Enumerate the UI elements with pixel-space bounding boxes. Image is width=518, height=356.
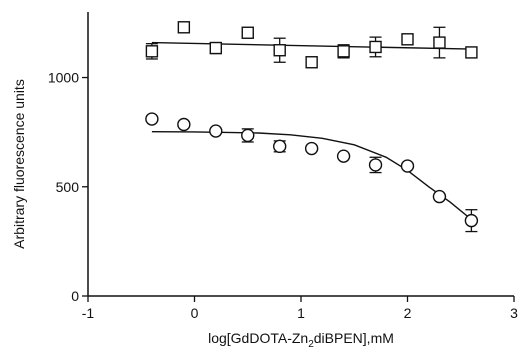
circle-marker [400,159,415,173]
circle-marker [368,158,383,172]
x-axis-title-subscript: 2 [308,339,314,350]
x-tick-label: 3 [510,305,518,321]
square-marker [273,44,286,57]
square-marker [177,21,191,34]
data-markers [145,21,479,228]
square-marker [433,36,446,49]
square-marker [241,26,254,39]
square-marker [145,45,159,58]
square-marker [401,33,414,46]
square-marker [465,46,478,59]
circle-marker [273,139,287,154]
circle-marker [432,189,447,204]
x-axis-title-rest: diBPEN],mM [314,330,394,346]
circle-marker [304,141,319,156]
square-marker [337,45,350,58]
x-tick-label: 0 [191,305,199,321]
fit-line-square [151,41,472,50]
x-tick-label: -1 [82,305,95,321]
square-marker [305,56,318,69]
circle-marker [241,128,255,143]
circle-marker [464,213,479,228]
square-marker [209,41,223,55]
x-ticks: -1 0 1 2 3 [82,296,518,321]
circle-marker [336,149,351,163]
x-tick-label: 2 [404,305,412,321]
y-tick-label: 1000 [48,70,79,86]
circle-marker [177,117,191,132]
x-tick-label: 1 [297,305,305,321]
y-axis-title: Arbitrary fluorescence units [11,79,27,249]
x-axis-title: log[GdDOTA-Zn2diBPEN],mM [208,330,394,350]
y-tick-label: 0 [71,288,79,304]
square-marker [369,40,382,54]
fit-lines [151,41,472,221]
x-axis-title-main: log[GdDOTA-Zn [208,330,308,346]
circle-marker [209,124,223,138]
y-ticks: 0 500 1000 [48,70,88,304]
circle-marker [145,112,159,126]
y-tick-label: 500 [56,179,80,195]
